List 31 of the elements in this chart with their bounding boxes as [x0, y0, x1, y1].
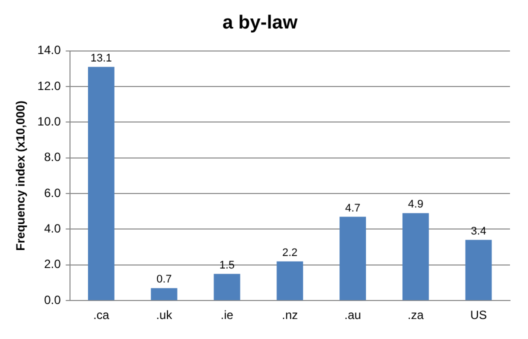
bar — [150, 288, 178, 300]
bar — [402, 213, 429, 300]
data-label: 0.7 — [156, 274, 172, 286]
y-tick-label: 8.0 — [44, 150, 62, 164]
bar — [340, 216, 366, 300]
bar — [214, 274, 240, 300]
x-tick-label: .nz — [282, 308, 298, 322]
y-axis-title: Frequency index (x10,000) — [14, 100, 28, 251]
data-label: 13.1 — [90, 52, 112, 64]
bar — [276, 261, 304, 300]
y-tick-label: 4.0 — [44, 222, 62, 236]
y-tick-label: 0.0 — [44, 292, 62, 307]
bar — [465, 240, 492, 300]
data-label: 3.4 — [470, 225, 486, 238]
x-tick-label: .uk — [156, 308, 174, 322]
chart-title: a by-law — [222, 12, 298, 34]
bar — [88, 66, 114, 300]
y-tick-label: 6.0 — [44, 186, 62, 200]
x-tick-label: .au — [344, 308, 362, 322]
x-tick-label: US — [470, 308, 487, 322]
data-label: 1.5 — [219, 259, 235, 272]
data-label: 4.7 — [345, 202, 360, 214]
x-tick-label: .za — [408, 308, 424, 322]
y-tick-label: 12.0 — [37, 78, 62, 93]
data-label: 4.9 — [408, 198, 424, 211]
data-label: 2.2 — [282, 246, 298, 259]
y-tick-label: 14.0 — [37, 43, 62, 58]
y-tick-label: 2.0 — [44, 257, 62, 272]
x-tick-label: .ie — [220, 308, 234, 322]
x-tick-label: .ca — [93, 308, 110, 322]
y-tick-label: 10.0 — [37, 114, 62, 128]
